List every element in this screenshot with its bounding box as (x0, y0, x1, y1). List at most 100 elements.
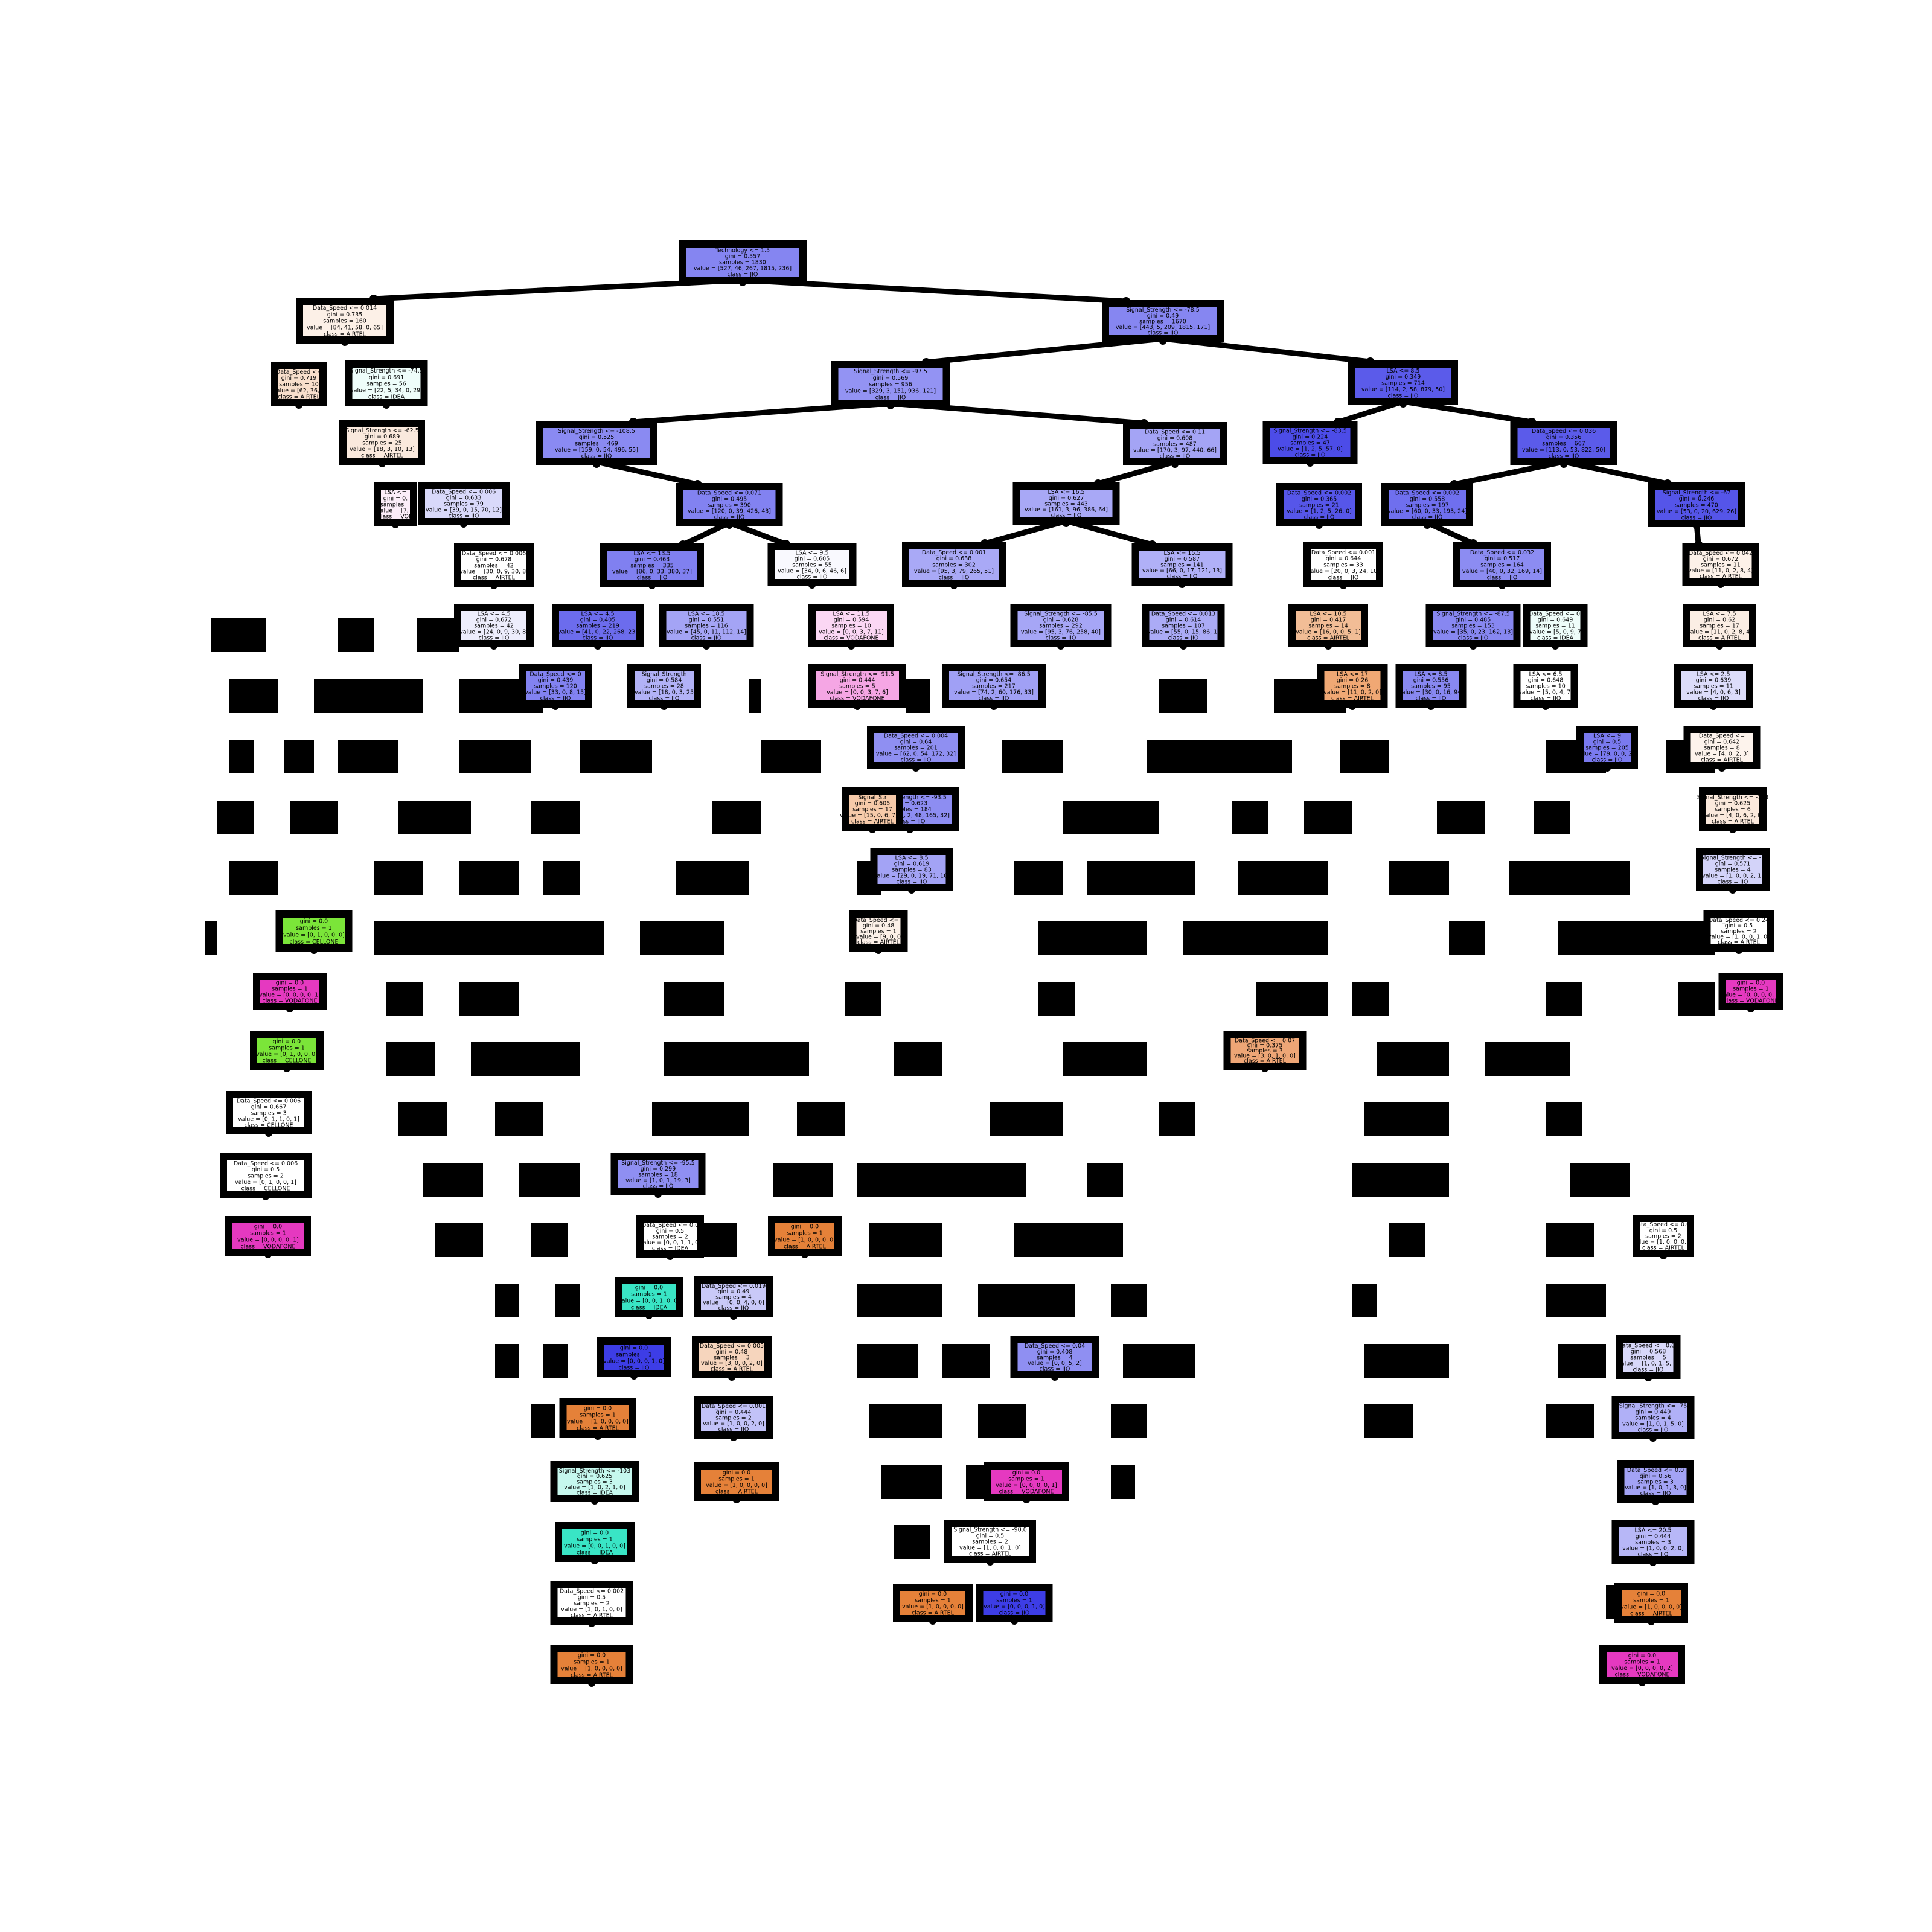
tree-node-line: samples = 21 (1299, 502, 1339, 509)
tree-node-line: class = JIO (1638, 1552, 1669, 1558)
tree-node-line: Data_Speed <= 0.001 (1311, 549, 1375, 556)
tree-node-line: class = JIO (1160, 453, 1191, 460)
tree-node-line: LSA <= 10.5 (1310, 611, 1346, 618)
tree-node-line: value = [3, 0, 1, 0, 0] (1234, 1053, 1296, 1060)
tree-node-line: samples = 469 (575, 441, 618, 447)
tree-node-line: samples = (380, 502, 411, 508)
tree-node-anchor (987, 1558, 994, 1566)
tree-node-line: class = JIO (1304, 514, 1335, 521)
tree-node-line: value = [53, 0, 20, 629, 26] (1657, 508, 1736, 515)
tree-node-line: class = VODAFONE (830, 696, 884, 702)
tree-node-line: value = [1, 0, 0, 2, 0] (1622, 1546, 1684, 1552)
tree-node-line: value = [1, 0, 1, 3, 0] (1625, 1485, 1686, 1491)
tree-node-line: Data_Speed <= 0.002 (1395, 490, 1459, 497)
tree-node-anchor (593, 461, 600, 468)
tree-node-line: class = JIO (581, 453, 612, 459)
tree-node-line: class = AIRTEL (324, 331, 366, 337)
tree-node-line: class = JIO (875, 394, 906, 401)
overlapping-nodes-block (1111, 1284, 1147, 1317)
tree-node-box (519, 664, 592, 708)
tree-node-line: class = JIO (1458, 635, 1489, 642)
tree-node-anchor (728, 1374, 735, 1381)
tree-node-line: value = [11, 0, 2, 8, 4] (1688, 568, 1753, 574)
overlapping-nodes-block (1159, 1102, 1195, 1136)
tree-node-line: gini = 0.0 (1737, 980, 1765, 987)
tree-node-line: class = JIO (583, 635, 613, 642)
tree-node-line: gini = 0.439 (538, 677, 574, 684)
tree-node-line: gini = 0.584 (647, 677, 682, 684)
tree-node-line: gini = 0. (383, 496, 408, 502)
tree-node-line: class = JIO (1681, 514, 1712, 521)
tree-node-line: value = [5, 0, 9, 7 (1529, 629, 1581, 636)
tree-node-line: samples = 153 (1451, 623, 1495, 630)
tree-node-line: value = [9, 0, 0 (856, 934, 901, 941)
overlapping-nodes-block (284, 740, 314, 773)
tree-node-anchor (262, 1193, 269, 1200)
tree-node-line: LSA <= 16.5 (1048, 489, 1084, 496)
tree-node-anchor (1747, 1005, 1754, 1012)
overlapping-nodes-block (205, 921, 217, 955)
tree-node-line: Signal_Strength <= -1 (1701, 855, 1765, 862)
tree-node-line: Data_Speed <= 0.04 (1025, 1343, 1085, 1349)
tree-node-box (610, 1153, 706, 1195)
tree-node-box (296, 298, 394, 344)
tree-node-anchor (310, 947, 318, 954)
tree-node-line: value = [1, 0, 0, 0, 0] (706, 1482, 767, 1489)
tree-node-line: Data_Speed <= 0 (852, 917, 904, 924)
tree-node-line: class = AIRTEL (912, 1610, 955, 1616)
tree-node-line: gini = 0.5 (656, 1228, 684, 1235)
tree-node-line: gini = 0.642 (1704, 739, 1740, 746)
tree-node-line: samples = 8 (1704, 745, 1740, 752)
tree-node-line: gini = 0.48 (716, 1349, 747, 1355)
tree-node-line: samples = 47 (1290, 440, 1330, 447)
tree-node-line: Signal_Str (858, 795, 887, 801)
tree-node-line: value = [40, 0, 32, 169, 14] (1462, 568, 1542, 575)
overlapping-nodes-block (1377, 1042, 1449, 1076)
tree-node-line: class = AIRTEL (571, 1672, 613, 1678)
tree-node-line: value = [0, 0, 1, 0, 0] (618, 1297, 680, 1304)
tree-node-box (849, 910, 908, 952)
tree-node-anchor (1729, 826, 1736, 833)
tree-node-line: value = [1, 0, 0, 1, 0] (959, 1545, 1021, 1552)
tree-node-anchor (630, 1372, 638, 1380)
tree-node-line: value = [74, 2, 60, 176, 33] (954, 689, 1034, 696)
tree-node-line: class = JIO (1531, 696, 1561, 702)
tree-node-line: class = JIO (1040, 1366, 1070, 1373)
tree-node-line: samples = 2 (972, 1539, 1008, 1546)
tree-node-line: value = [0, 0, 0, 1, 0] (984, 1604, 1045, 1610)
tree-node-line: samples = 17 (852, 807, 892, 813)
overlapping-nodes-block (1534, 801, 1570, 834)
tree-node-line: samples = 10 (831, 623, 871, 630)
tree-node-line: value = [1, 0, 1, 5, 0] (1622, 1421, 1684, 1428)
overlapping-nodes-block (1364, 1404, 1413, 1438)
tree-node-anchor (1051, 1374, 1058, 1381)
overlapping-nodes-block (869, 1223, 942, 1257)
tree-node-line: LSA <= 8.5 (1386, 368, 1419, 374)
tree-node-anchor (1159, 337, 1166, 345)
tree-node-line: samples = 1 (860, 928, 897, 935)
tree-node-line: gini = 0.224 (1293, 434, 1328, 441)
tree-node-line: LSA <= 17 (1337, 671, 1368, 678)
tree-node-line: samples = 1 (915, 1597, 951, 1604)
tree-node: LSA <=gini = 0.samples =value = [7, 2cla… (374, 482, 417, 528)
overlapping-nodes-block (338, 618, 374, 652)
tree-node-box (1453, 542, 1551, 587)
tree-node-line: value = [34, 0, 6, 46, 6] (778, 568, 846, 575)
tree-node-anchor (875, 947, 882, 954)
overlapping-nodes-block (894, 1525, 930, 1559)
tree-node-box (275, 910, 353, 952)
tree-node-line: class = JIO (1718, 879, 1748, 886)
